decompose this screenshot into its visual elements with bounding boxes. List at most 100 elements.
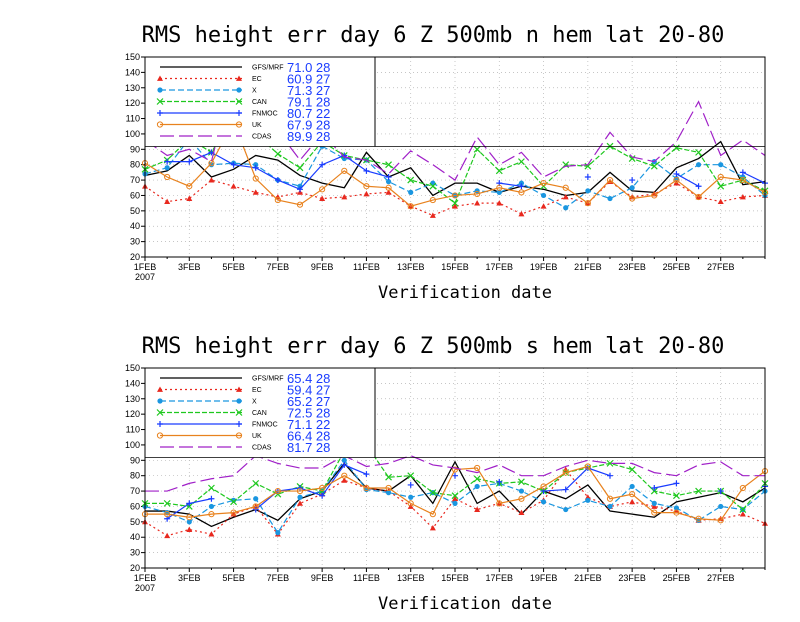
data-point (518, 495, 525, 502)
data-point (252, 503, 259, 510)
data-point (208, 531, 215, 537)
x-tick-label: 25FEB (663, 573, 691, 583)
data-point (341, 167, 348, 174)
x-tick-label: 19FEB (530, 262, 558, 272)
x-tick-label: 17FEB (486, 573, 514, 583)
data-point (739, 511, 746, 517)
legend-marker (157, 75, 163, 81)
series-line (144, 120, 766, 207)
data-point (651, 503, 658, 509)
x-axis-label: Verification date (378, 594, 552, 614)
y-tick-label: 130 (125, 394, 140, 404)
x-tick-label: 27FEB (707, 573, 735, 583)
legend-series-name: X (252, 399, 257, 406)
data-point (208, 484, 215, 492)
data-point (562, 469, 569, 476)
legend-marker (235, 432, 243, 439)
y-tick-label: 60 (130, 190, 140, 200)
data-point (739, 484, 746, 492)
legend-series-name: UK (252, 433, 262, 440)
data-point (208, 495, 215, 502)
legend-marker (156, 121, 164, 128)
y-tick-label: 140 (125, 378, 140, 388)
y-tick-label: 110 (126, 114, 140, 124)
y-tick-label: 90 (130, 455, 140, 465)
data-point (319, 186, 326, 193)
legend-series-score: 65.4 28 (287, 371, 330, 386)
legend-marker (236, 421, 242, 427)
data-point (186, 514, 193, 521)
data-point (252, 164, 259, 171)
legend-series-score: 71.1 22 (287, 417, 330, 432)
data-point (341, 461, 348, 468)
data-point (208, 503, 215, 510)
data-point (385, 161, 392, 169)
data-point (474, 190, 481, 198)
data-point (474, 464, 481, 472)
x-tick-label: 15FEB (441, 573, 469, 583)
x-tick-label: 9FEB (311, 262, 334, 272)
data-point (629, 185, 635, 191)
data-point (164, 173, 171, 181)
data-point (651, 509, 658, 516)
legend-series-score: 81.7 28 (287, 440, 330, 455)
legend-series-score: 79.1 28 (287, 95, 330, 110)
x-tick-label: 21FEB (574, 262, 602, 272)
y-tick-label: 110 (126, 425, 140, 435)
data-point (695, 148, 702, 156)
legend-marker (157, 110, 163, 116)
legend-series-score: 72.5 28 (287, 406, 330, 421)
data-point (296, 201, 304, 208)
legend-marker (156, 98, 164, 105)
data-point (429, 212, 436, 218)
series-line (145, 465, 766, 521)
x-tick-label: 1FEB (134, 262, 157, 272)
data-point (496, 478, 503, 485)
data-point (739, 169, 746, 176)
data-point (518, 488, 525, 494)
chart-title: RMS height err day 6 Z 500mb s hem lat 2… (142, 334, 725, 359)
data-point (363, 190, 370, 197)
data-point (496, 189, 502, 195)
series-line (676, 173, 699, 187)
x-tick-label: 15FEB (441, 262, 469, 272)
data-point (629, 491, 636, 498)
series-line (144, 468, 766, 537)
data-point (363, 167, 370, 174)
chart-panel-north-hemisphere: RMS height err day 6 Z 500mb n hem lat 2… (125, 23, 769, 303)
data-point (363, 471, 370, 478)
x-year-label: 2007 (135, 583, 155, 593)
data-point (717, 488, 724, 495)
legend-series-name: GFS/MRF (252, 65, 284, 72)
data-point (252, 175, 259, 182)
data-point (474, 483, 480, 490)
legend-marker (236, 75, 242, 81)
y-tick-label: 80 (130, 471, 140, 481)
data-point (407, 203, 414, 210)
data-point (518, 158, 525, 166)
data-point (473, 145, 481, 153)
data-point (253, 162, 259, 168)
data-point (297, 500, 303, 506)
legend-marker (236, 398, 242, 404)
x-axis-label: Verification date (378, 283, 552, 303)
data-point (408, 189, 414, 195)
data-point (585, 188, 591, 194)
data-point (563, 506, 569, 513)
y-tick-label: 100 (125, 440, 140, 450)
data-point (452, 495, 458, 502)
data-point (629, 498, 636, 505)
data-point (252, 189, 259, 195)
data-point (451, 199, 459, 207)
data-point (563, 205, 569, 211)
data-point (163, 499, 171, 507)
y-tick-label: 50 (130, 517, 140, 527)
data-point (341, 472, 348, 479)
data-point (695, 183, 702, 190)
legend-marker (157, 87, 163, 93)
data-point (607, 472, 613, 479)
data-point (296, 164, 304, 172)
data-point (673, 175, 680, 182)
x-tick-label: 17FEB (486, 262, 514, 272)
